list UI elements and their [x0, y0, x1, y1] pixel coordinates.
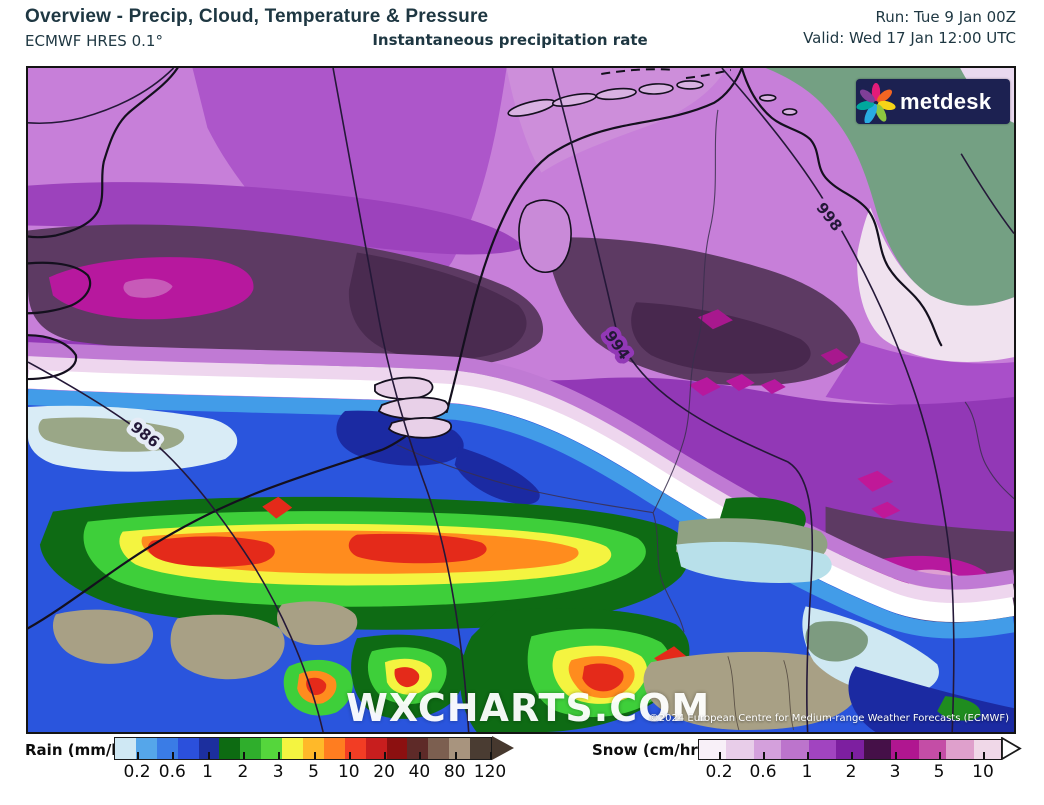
metdesk-logo-text: metdesk [900, 88, 992, 114]
rain-tickmark [207, 752, 210, 759]
snow-legend-label: Snow (cm/hr) [592, 741, 705, 759]
rain-tickmark [490, 752, 492, 759]
rain-tick-value: 3 [272, 762, 284, 782]
rain-tickmark [278, 752, 281, 759]
precip-type-label: Instantaneous precipitation rate [372, 31, 648, 49]
snow-tickmark [895, 752, 897, 759]
rain-tickmark [454, 752, 457, 759]
rain-color-cell [115, 738, 136, 759]
rain-color-cell [470, 738, 492, 759]
valid-time-label: Valid: Wed 17 Jan 12:00 UTC [803, 29, 1016, 47]
rain-color-cell [219, 738, 241, 759]
snow-color-cell [699, 740, 727, 759]
snow-color-cell [808, 740, 837, 759]
snow-tick-labels: 0.2 0.6 1 2 3 5 10 [698, 762, 1000, 782]
snow-tick-value: 0.2 [705, 762, 733, 782]
rain-tick-value: 1 [202, 762, 214, 782]
rain-color-cell [323, 738, 345, 759]
rain-color-cell [282, 738, 304, 759]
rain-tick-value: 80 [443, 762, 466, 782]
snow-color-cell [836, 740, 864, 759]
snow-colorbar [698, 739, 1002, 760]
snow-colorbar-arrow [1001, 737, 1022, 760]
rain-tick-value: 120 [473, 762, 507, 782]
snow-tickmark [983, 752, 985, 759]
snow-tick-value: 10 [972, 762, 994, 782]
rain-tick-value: 0.6 [158, 762, 186, 782]
rain-tick-value: 2 [237, 762, 249, 782]
snow-tick-value: 2 [845, 762, 857, 782]
rain-color-cell [156, 738, 178, 759]
rain-tickmark [137, 752, 139, 759]
rain-legend-label: Rain (mm/hr) [25, 741, 137, 759]
rain-tickmark [172, 752, 175, 759]
snow-tickmark [807, 752, 809, 759]
rain-color-cell [365, 738, 387, 759]
rain-color-cell [177, 738, 199, 759]
snow-color-cell [918, 740, 947, 759]
snow-color-cell [753, 740, 782, 759]
rain-color-cell [240, 738, 262, 759]
snow-tick-value: 3 [889, 762, 901, 782]
metdesk-flower-icon [856, 82, 896, 123]
snow-tickmark [939, 752, 941, 759]
snow-color-cell [863, 740, 892, 759]
snow-tickmark [763, 752, 765, 759]
rain-color-cell [428, 738, 450, 759]
snow-tickmark [719, 752, 721, 759]
page-title: Overview - Precip, Cloud, Temperature & … [25, 6, 489, 27]
rain-colorbar-cells [115, 738, 492, 759]
run-time-label: Run: Tue 9 Jan 00Z [875, 8, 1016, 26]
rain-tickmark [384, 752, 387, 759]
wxcharts-watermark: WXCHARTS.COM [346, 686, 711, 730]
snow-color-cell [781, 740, 809, 759]
model-label: ECMWF HRES 0.1° [25, 32, 163, 50]
rain-tickmark [242, 752, 245, 759]
snow-colorbar-cells [699, 740, 1001, 759]
copyright-notice: ©2024 European Centre for Medium-range W… [648, 713, 1009, 724]
rain-tickmark [348, 752, 351, 759]
rain-tick-value: 5 [308, 762, 319, 782]
snow-tickmark [851, 752, 853, 759]
rain-colorbar [114, 737, 492, 760]
rain-tick-value: 0.2 [123, 762, 151, 782]
snow-color-cell [973, 740, 1001, 759]
rain-tick-value: 40 [408, 762, 431, 782]
snow-tick-value: 1 [801, 762, 813, 782]
snow-color-cell [946, 740, 974, 759]
rain-color-cell [261, 738, 283, 759]
rain-color-cell [303, 738, 324, 759]
snow-tick-value: 5 [933, 762, 945, 782]
rain-color-cell [407, 738, 429, 759]
map-graphic: 998 994 986 [28, 68, 1014, 732]
rain-tick-value: 20 [373, 762, 395, 782]
rain-tickmark [313, 752, 316, 759]
metdesk-logo: metdesk [856, 79, 1010, 124]
rain-color-cell [449, 738, 471, 759]
snow-tick-value: 0.6 [749, 762, 777, 782]
rain-color-cell [386, 738, 408, 759]
rain-tick-value: 10 [337, 762, 360, 782]
rain-colorbar-arrow [492, 736, 514, 760]
snow-color-cell [891, 740, 919, 759]
rain-tick-labels: 0.2 0.6 1 2 3 5 10 20 40 80 120 [114, 762, 506, 782]
weather-map: 998 994 986 WXCHARTS.COM ©2024 European … [26, 66, 1016, 734]
rain-color-cell [198, 738, 220, 759]
rain-tickmark [419, 752, 422, 759]
snow-color-cell [726, 740, 754, 759]
rain-color-cell [135, 738, 157, 759]
